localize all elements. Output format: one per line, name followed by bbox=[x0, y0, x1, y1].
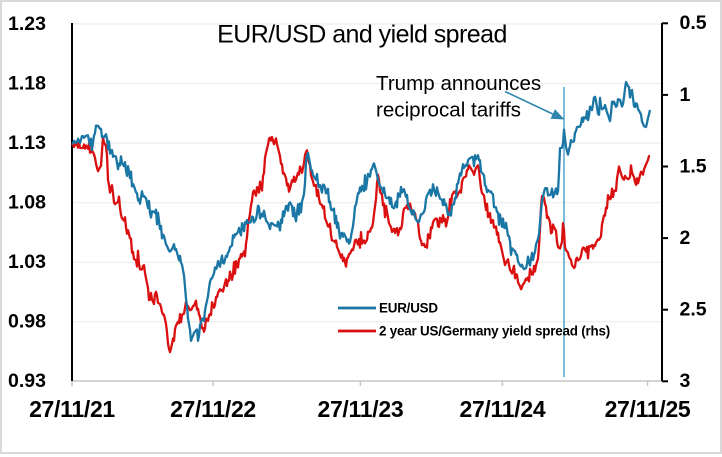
svg-text:27/11/21: 27/11/21 bbox=[29, 396, 115, 422]
svg-text:EUR/USD and yield spread: EUR/USD and yield spread bbox=[217, 21, 507, 49]
svg-text:1.13: 1.13 bbox=[8, 132, 46, 154]
svg-text:27/11/23: 27/11/23 bbox=[317, 396, 403, 422]
svg-text:reciprocal tariffs: reciprocal tariffs bbox=[376, 99, 521, 122]
svg-text:2: 2 bbox=[680, 227, 691, 249]
svg-text:27/11/25: 27/11/25 bbox=[605, 396, 691, 422]
svg-text:2.5: 2.5 bbox=[680, 299, 707, 321]
svg-text:1.03: 1.03 bbox=[8, 251, 46, 273]
svg-text:EUR/USD: EUR/USD bbox=[379, 301, 438, 316]
svg-text:0.98: 0.98 bbox=[8, 311, 46, 333]
svg-text:1.18: 1.18 bbox=[8, 73, 46, 95]
svg-text:1: 1 bbox=[680, 84, 691, 106]
svg-text:27/11/22: 27/11/22 bbox=[170, 396, 256, 422]
svg-text:2 year US/Germany yield spread: 2 year US/Germany yield spread (rhs) bbox=[379, 324, 610, 339]
svg-text:Trump announces: Trump announces bbox=[376, 72, 541, 95]
svg-text:27/11/24: 27/11/24 bbox=[459, 396, 545, 422]
svg-text:1.5: 1.5 bbox=[680, 155, 707, 177]
svg-text:1.23: 1.23 bbox=[8, 13, 46, 35]
svg-text:0.93: 0.93 bbox=[8, 370, 46, 392]
svg-text:3: 3 bbox=[680, 370, 691, 392]
svg-text:1.08: 1.08 bbox=[8, 192, 46, 214]
svg-text:0.5: 0.5 bbox=[680, 12, 707, 34]
